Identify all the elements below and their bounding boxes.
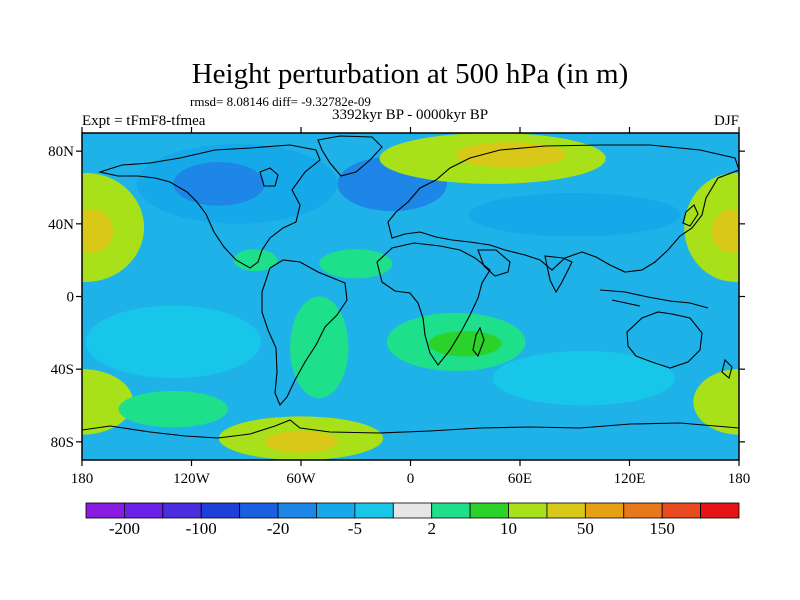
colorbar-box bbox=[546, 502, 586, 519]
x-tick-label: 180 bbox=[728, 471, 751, 487]
coastline-south-america bbox=[261, 259, 348, 407]
coastline-eurasia bbox=[387, 144, 739, 273]
y-axis: 80N 40N 0 40S 80S bbox=[48, 144, 745, 451]
colorbar-label: 150 bbox=[649, 519, 675, 538]
colorbar-label: 2 bbox=[427, 519, 436, 538]
anomaly-asia-low bbox=[468, 192, 681, 237]
anomaly-dateline-high-core bbox=[711, 209, 739, 253]
anomaly-n-pacific-high-core bbox=[82, 209, 114, 253]
x-tick-label: 120W bbox=[173, 471, 211, 487]
colorbar: -200 -100 -20 -5 2 10 50 150 bbox=[85, 502, 740, 538]
map-area bbox=[82, 133, 739, 460]
colorbar-box bbox=[623, 502, 663, 519]
colorbar-box bbox=[392, 502, 433, 519]
stats-line: rmsd= 8.08146 diff= -9.32782e-09 bbox=[190, 94, 371, 109]
period-label: 3392kyr BP - 0000kyr BP bbox=[332, 107, 488, 123]
coastline-new-zealand bbox=[721, 358, 733, 379]
anomaly-atlantic-subtropic-plus bbox=[319, 249, 393, 279]
colorbar-label: 10 bbox=[500, 519, 517, 538]
anomaly-s-pacific-low bbox=[85, 305, 261, 379]
colorbar-label: 50 bbox=[577, 519, 594, 538]
anomaly-s-atlantic-high-core bbox=[428, 331, 502, 357]
colorbar-box bbox=[469, 502, 509, 519]
anomaly-s-america-high bbox=[290, 296, 349, 399]
coastline-greenland bbox=[317, 135, 383, 177]
colorbar-box bbox=[239, 502, 279, 519]
colorbar-box bbox=[85, 502, 125, 519]
colorbar-box bbox=[124, 502, 164, 519]
coastline-india bbox=[544, 255, 573, 294]
anomaly-southern-ocean-high-west bbox=[82, 369, 134, 435]
anomaly-layer bbox=[82, 133, 739, 460]
coastline-australia bbox=[626, 311, 703, 369]
y-tick-label: 40S bbox=[51, 362, 74, 378]
chart-title: Height perturbation at 500 hPa (in m) bbox=[192, 58, 629, 90]
experiment-label: Expt = tFmF8-tfmea bbox=[82, 113, 206, 129]
colorbar-label: -100 bbox=[186, 519, 217, 538]
colorbar-box bbox=[700, 502, 740, 519]
x-tick-label: 60W bbox=[286, 471, 316, 487]
x-tick-label: 120E bbox=[614, 471, 646, 487]
colorbar-box bbox=[508, 502, 548, 519]
coastline-antarctica bbox=[82, 419, 739, 439]
y-tick-label: 0 bbox=[67, 290, 75, 306]
anomaly-s-indian-low bbox=[492, 351, 676, 406]
colorbar-box bbox=[316, 502, 356, 519]
colorbar-box bbox=[162, 502, 202, 519]
anomaly-s-pacific-high-band bbox=[118, 390, 228, 428]
anomaly-c-america-plus bbox=[233, 249, 278, 272]
coastline-hudson-bay bbox=[259, 167, 279, 187]
colorbar-box bbox=[200, 502, 241, 519]
colorbar-box bbox=[584, 502, 625, 519]
anomaly-siberia-high-core bbox=[456, 142, 566, 168]
x-tick-label: 60E bbox=[508, 471, 532, 487]
colorbar-box bbox=[277, 502, 317, 519]
colorbar-box bbox=[661, 502, 701, 519]
colorbar-label: -5 bbox=[348, 519, 362, 538]
coastline-arabia bbox=[477, 249, 511, 277]
x-axis: 180 120W 60W 0 60E 120E 180 bbox=[71, 127, 751, 487]
coastline-north-america bbox=[97, 144, 321, 269]
colorbar-box bbox=[431, 502, 471, 519]
x-tick-label: 180 bbox=[71, 471, 94, 487]
season-label: DJF bbox=[714, 113, 739, 129]
anomaly-antarctic-high-core bbox=[264, 430, 338, 453]
anomaly-southern-ocean-high-east bbox=[693, 369, 739, 435]
colorbar-label: -20 bbox=[267, 519, 290, 538]
anomaly-dateline-high bbox=[684, 172, 739, 282]
coastline-africa bbox=[376, 242, 491, 366]
anomaly-n-america-low-core bbox=[173, 162, 265, 206]
coastline-madagascar bbox=[472, 326, 485, 358]
anomaly-n-pacific-high bbox=[82, 172, 145, 282]
x-tick-label: 0 bbox=[407, 471, 415, 487]
coastlines bbox=[82, 135, 739, 439]
y-tick-label: 40N bbox=[48, 217, 74, 233]
colorbar-label: -200 bbox=[109, 519, 140, 538]
y-tick-label: 80S bbox=[51, 435, 74, 451]
y-tick-label: 80N bbox=[48, 144, 74, 160]
coastline-japan bbox=[682, 204, 699, 227]
coastline-indonesia bbox=[599, 289, 709, 309]
colorbar-box bbox=[354, 502, 394, 519]
